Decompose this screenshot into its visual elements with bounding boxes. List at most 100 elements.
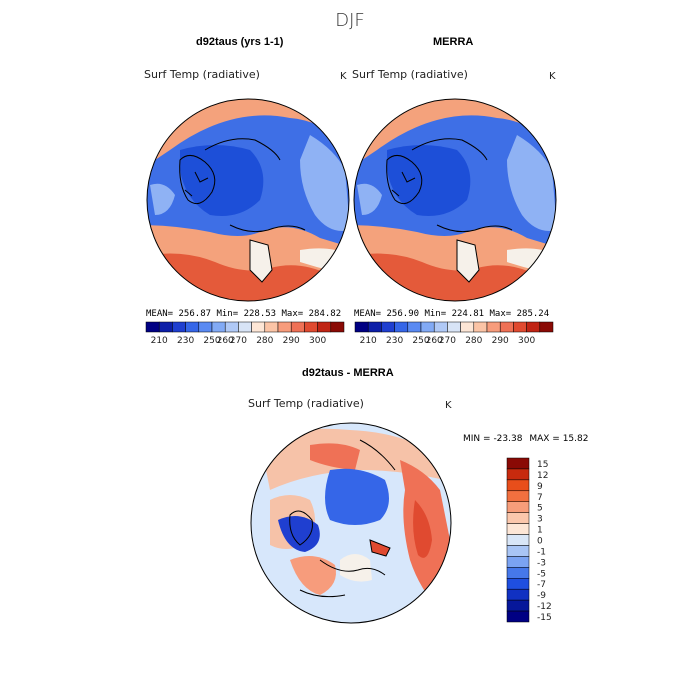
diff-colorbar-tick-label: 15 [537,460,548,470]
diff-panel-title: d92taus - MERRA [302,367,394,379]
right-colorbar-swatch [394,321,409,333]
diff-max-value: 15.82 [562,434,589,444]
diff-colorbar-swatch [506,479,530,492]
right-colorbar-tick-label: 300 [518,336,535,346]
right-units-label: K [549,71,556,82]
left-colorbar-swatch [198,321,213,333]
left-polar-map [147,99,349,301]
left-colorbar-swatch [172,321,186,333]
diff-colorbar-swatch [506,534,530,546]
right-colorbar-swatch [354,321,369,333]
diff-colorbar-tick-label: -3 [537,558,546,568]
right-max-label: Max= [489,309,512,319]
left-colorbar-swatch [317,321,332,333]
left-colorbar-tick-label: 300 [309,336,326,346]
right-colorbar-swatch [539,321,554,333]
diff-colorbar-swatch [506,512,530,524]
right-colorbar-swatch [420,321,435,333]
right-stats: MEAN= 256.90 Min= 224.81 Max= 285.24 [354,309,549,319]
right-colorbar-swatch [499,321,514,333]
left-colorbar-swatch [224,321,239,333]
right-colorbar-tick-label: 280 [465,336,482,346]
diff-colorbar-tick-label: -1 [537,547,546,557]
right-colorbar-swatch [460,321,475,333]
diff-colorbar-swatch [506,490,530,502]
right-min-label: Min= [424,309,447,319]
diff-colorbar-swatch [506,556,530,568]
left-colorbar-swatch [330,321,345,333]
diff-variable-label: Surf Temp (radiative) [248,397,364,410]
diff-colorbar-swatch [506,578,530,590]
left-map-border [146,98,350,302]
diff-colorbar-swatch [506,457,530,470]
diff-colorbar-tick-label: -12 [537,602,552,612]
right-colorbar-swatch [486,321,501,333]
right-colorbar-tick-label: 210 [360,336,377,346]
diff-colorbar-swatch [506,610,530,623]
left-colorbar-swatch [290,321,305,333]
left-colorbar-swatch [264,321,279,333]
left-colorbar-tick-label: 210 [151,336,168,346]
diff-colorbar-swatch [506,567,530,579]
left-colorbar-swatch [251,321,266,333]
left-colorbar-tick-label: 260 [217,336,234,346]
left-stats: MEAN= 256.87 Min= 228.53 Max= 284.82 [146,309,341,319]
left-colorbar-swatch [185,321,200,333]
right-panel-title: MERRA [433,36,474,48]
right-colorbar-tick-label: 290 [492,336,509,346]
right-polar-map [354,99,556,301]
diff-units-label: K [445,400,452,411]
right-variable-label: Surf Temp (radiative) [352,68,468,81]
left-colorbar-tick-label: 230 [177,336,194,346]
diff-colorbar-tick-label: -9 [537,591,546,601]
diff-colorbar-tick-label: 12 [537,471,548,481]
diff-max-label: MAX = [529,434,560,444]
right-colorbar-tick-label: 250 [412,336,429,346]
diff-colorbar-tick-label: -5 [537,569,546,579]
left-colorbar-tick-label: 290 [283,336,300,346]
diff-map-border [250,422,452,624]
right-colorbar-swatch [381,321,395,333]
left-max-value: 284.82 [308,309,342,319]
diff-colorbar-swatch [506,501,530,513]
diff-colorbar-swatch [506,545,530,557]
right-colorbar-swatch [473,321,488,333]
left-colorbar-swatch [304,321,318,333]
left-colorbar-tick-label: 280 [256,336,273,346]
right-colorbar-tick-label: 270 [439,336,456,346]
left-panel-title: d92taus (yrs 1-1) [196,36,284,48]
right-colorbar-swatch [433,321,448,333]
left-colorbar-swatch [238,321,252,333]
left-max-label: Max= [281,309,304,319]
diff-polar-map [251,423,451,623]
left-variable-label: Surf Temp (radiative) [144,68,260,81]
right-min-value: 224.81 [451,309,485,319]
right-colorbar-tick-label: 260 [426,336,443,346]
right-colorbar-swatch [526,321,541,333]
left-mean-value: 256.87 [178,309,212,319]
left-units-label: K [340,71,347,82]
diff-colorbar-tick-label: -7 [537,580,546,590]
diff-colorbar-swatch [506,468,530,481]
diff-colorbar-tick-label: 1 [537,526,543,536]
left-colorbar-swatch [145,321,160,333]
diff-min-value: -23.38 [493,434,523,444]
diff-colorbar-tick-label: 5 [537,504,543,514]
right-colorbar-swatch [367,321,382,333]
diff-colorbar-tick-label: 0 [537,537,543,547]
left-colorbar-tick-label: 270 [230,336,247,346]
right-colorbar-swatch [447,321,461,333]
right-max-value: 285.24 [516,309,550,319]
right-map-border [353,98,557,302]
diff-colorbar-tick-label: 9 [537,482,543,492]
diff-colorbar-tick-label: 7 [537,493,543,503]
diff-colorbar-tick-label: -15 [537,613,552,623]
left-colorbar-swatch [277,321,292,333]
left-mean-label: MEAN= [146,309,174,319]
season-title: DJF [335,10,365,31]
